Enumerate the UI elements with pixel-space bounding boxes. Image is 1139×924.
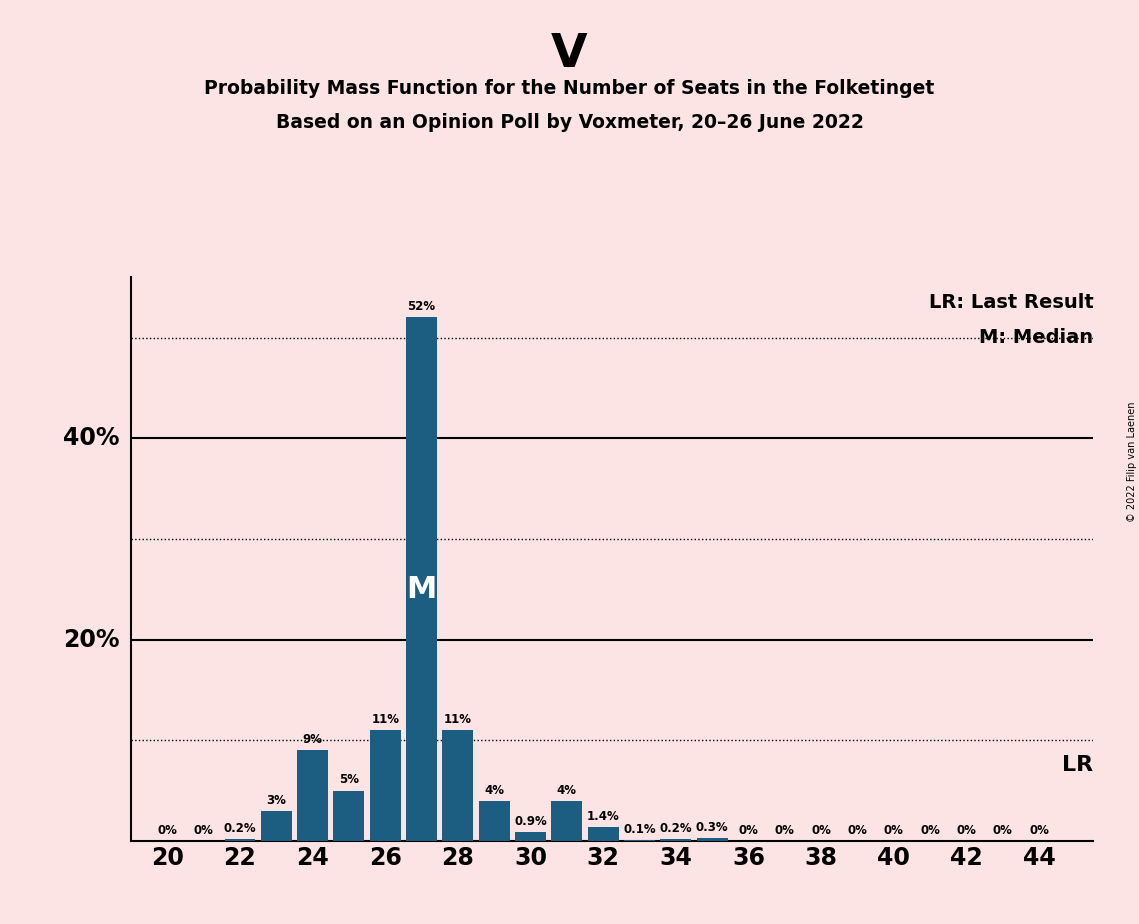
Text: 0.1%: 0.1% — [623, 822, 656, 836]
Text: 0%: 0% — [957, 824, 976, 837]
Text: 0.2%: 0.2% — [223, 821, 256, 834]
Bar — [334, 791, 364, 841]
Text: 11%: 11% — [371, 713, 399, 726]
Bar — [661, 839, 691, 841]
Text: 3%: 3% — [267, 794, 286, 807]
Text: 40%: 40% — [63, 426, 120, 450]
Text: 1.4%: 1.4% — [587, 809, 620, 822]
Text: 11%: 11% — [444, 713, 472, 726]
Text: M: M — [407, 575, 436, 603]
Bar — [261, 810, 292, 841]
Text: 0.2%: 0.2% — [659, 821, 693, 834]
Text: 0.3%: 0.3% — [696, 821, 729, 833]
Text: 5%: 5% — [339, 773, 359, 786]
Text: V: V — [551, 32, 588, 78]
Bar — [478, 800, 509, 841]
Text: 0%: 0% — [811, 824, 831, 837]
Bar — [551, 800, 582, 841]
Text: LR: LR — [1063, 755, 1093, 775]
Bar — [407, 318, 437, 841]
Text: 0%: 0% — [847, 824, 867, 837]
Text: 9%: 9% — [303, 734, 322, 747]
Text: 0%: 0% — [1029, 824, 1049, 837]
Text: 4%: 4% — [557, 784, 576, 796]
Text: M: Median: M: Median — [980, 328, 1093, 347]
Text: 0.9%: 0.9% — [514, 815, 547, 828]
Bar — [588, 827, 618, 841]
Text: Based on an Opinion Poll by Voxmeter, 20–26 June 2022: Based on an Opinion Poll by Voxmeter, 20… — [276, 113, 863, 132]
Bar — [224, 839, 255, 841]
Text: 0%: 0% — [738, 824, 759, 837]
Text: 0%: 0% — [194, 824, 213, 837]
Bar — [297, 750, 328, 841]
Bar — [697, 838, 728, 841]
Text: 0%: 0% — [157, 824, 178, 837]
Bar — [515, 832, 546, 841]
Text: 0%: 0% — [993, 824, 1013, 837]
Text: LR: Last Result: LR: Last Result — [928, 293, 1093, 312]
Text: Probability Mass Function for the Number of Seats in the Folketinget: Probability Mass Function for the Number… — [204, 79, 935, 98]
Text: 4%: 4% — [484, 784, 505, 796]
Text: © 2022 Filip van Laenen: © 2022 Filip van Laenen — [1126, 402, 1137, 522]
Text: 0%: 0% — [920, 824, 940, 837]
Bar — [370, 730, 401, 841]
Text: 0%: 0% — [884, 824, 903, 837]
Bar — [442, 730, 474, 841]
Bar — [624, 840, 655, 841]
Text: 20%: 20% — [63, 627, 120, 651]
Text: 52%: 52% — [408, 300, 435, 313]
Text: 0%: 0% — [775, 824, 795, 837]
